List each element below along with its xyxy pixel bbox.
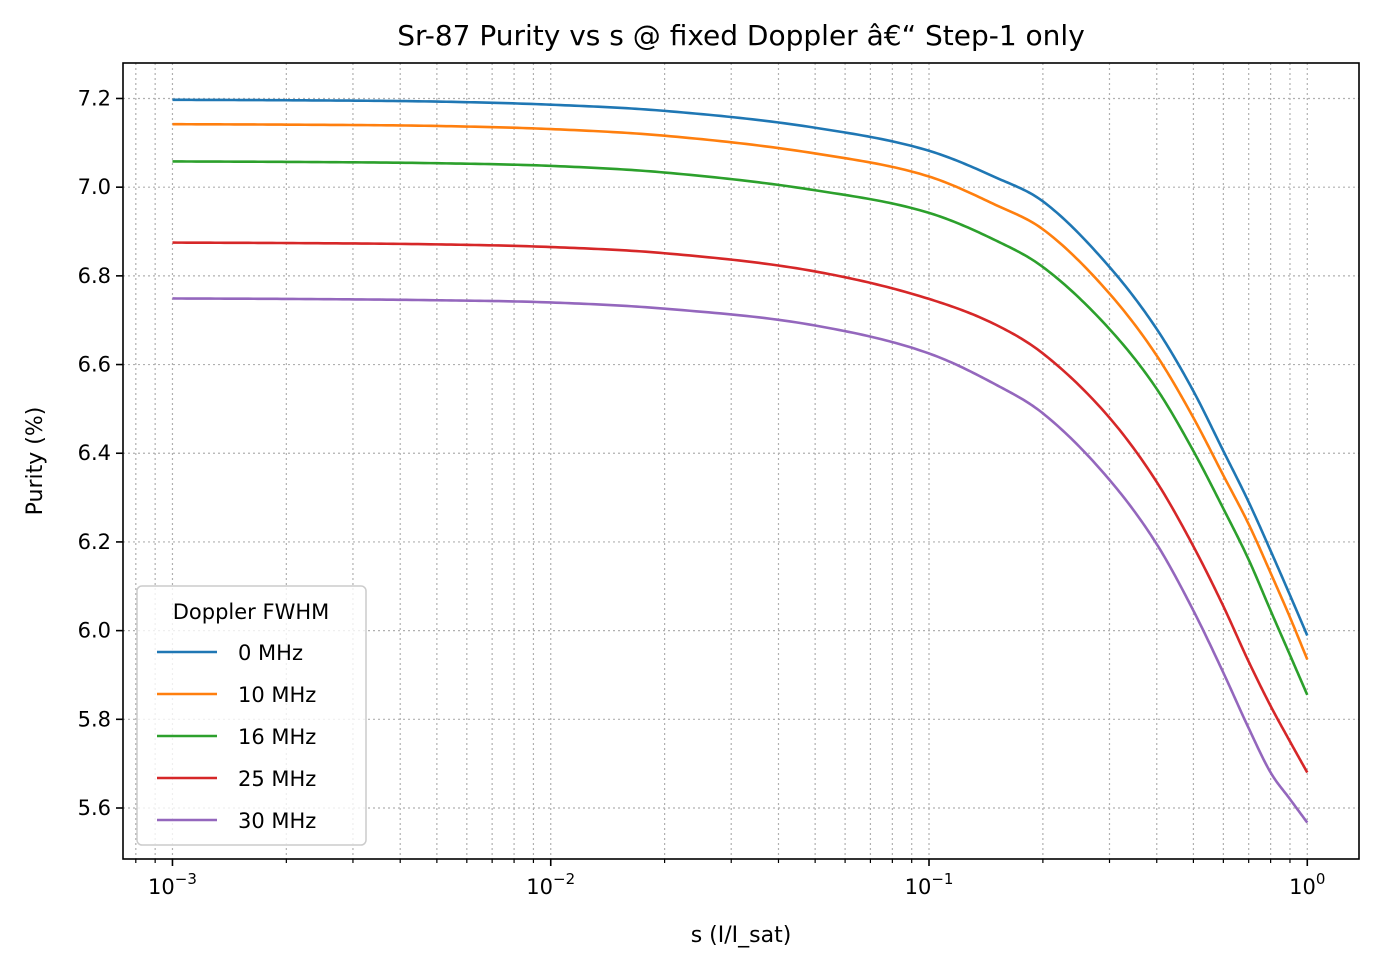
series-line-0-mhz <box>172 98 1309 637</box>
legend-item: 10 MHz <box>157 683 316 707</box>
y-tick-label: 6.8 <box>78 264 111 288</box>
chart-title: Sr-87 Purity vs s @ fixed Doppler â€“ St… <box>397 19 1085 52</box>
x-tick-base: 10 <box>1289 875 1316 899</box>
legend-item: 16 MHz <box>157 725 316 749</box>
x-tick-exponent: −2 <box>553 870 575 888</box>
y-tick-label: 6.4 <box>78 441 111 465</box>
x-tick-exponent: −1 <box>931 870 953 888</box>
legend-label: 30 MHz <box>238 809 316 833</box>
y-tick-label: 6.6 <box>78 353 111 377</box>
x-tick-label: 10−2 <box>526 870 575 899</box>
x-axis-ticks: 10−3 10−2 10−1 100 <box>135 859 1325 899</box>
series-lines <box>172 98 1309 824</box>
legend: Doppler FWHM 0 MHz 10 MHz 16 MHz 25 MHz 30 M… <box>136 585 367 846</box>
x-tick-label: 10−3 <box>148 870 197 899</box>
x-tick-base: 10 <box>905 875 932 899</box>
x-tick-exponent: −3 <box>175 870 197 888</box>
x-tick-label: 100 <box>1289 870 1325 899</box>
x-tick-label: 10−1 <box>905 870 954 899</box>
legend-item: 0 MHz <box>157 641 303 665</box>
legend-items: 0 MHz 10 MHz 16 MHz 25 MHz 30 MHz <box>157 641 316 833</box>
y-tick-label: 7.2 <box>78 86 111 110</box>
y-tick-label: 5.8 <box>78 707 111 731</box>
y-axis-label: Purity (%) <box>23 407 48 516</box>
x-tick-base: 10 <box>526 875 553 899</box>
series-line-30-mhz <box>172 297 1309 824</box>
legend-label: 10 MHz <box>238 683 316 707</box>
legend-label: 16 MHz <box>238 725 316 749</box>
legend-title: Doppler FWHM <box>173 600 330 624</box>
y-tick-label: 5.6 <box>78 796 111 820</box>
legend-item: 30 MHz <box>157 809 316 833</box>
legend-label: 0 MHz <box>238 641 303 665</box>
series-line-16-mhz <box>172 160 1309 696</box>
legend-label: 25 MHz <box>238 767 316 791</box>
series-line-25-mhz <box>172 241 1309 774</box>
y-tick-label: 6.0 <box>78 619 111 643</box>
legend-item: 25 MHz <box>157 767 316 791</box>
plot-area-frame <box>122 62 1360 860</box>
y-tick-label: 6.2 <box>78 530 111 554</box>
x-axis-label: s (I/I_sat) <box>691 923 792 948</box>
y-axis-ticks: 5.6 5.8 6.0 6.2 6.4 6.6 6.8 7.0 7.2 <box>78 86 123 820</box>
legend-box <box>136 585 367 846</box>
series-line-10-mhz <box>172 122 1309 660</box>
x-tick-base: 10 <box>148 875 175 899</box>
y-tick-label: 7.0 <box>78 175 111 199</box>
x-tick-exponent: 0 <box>1316 870 1326 888</box>
